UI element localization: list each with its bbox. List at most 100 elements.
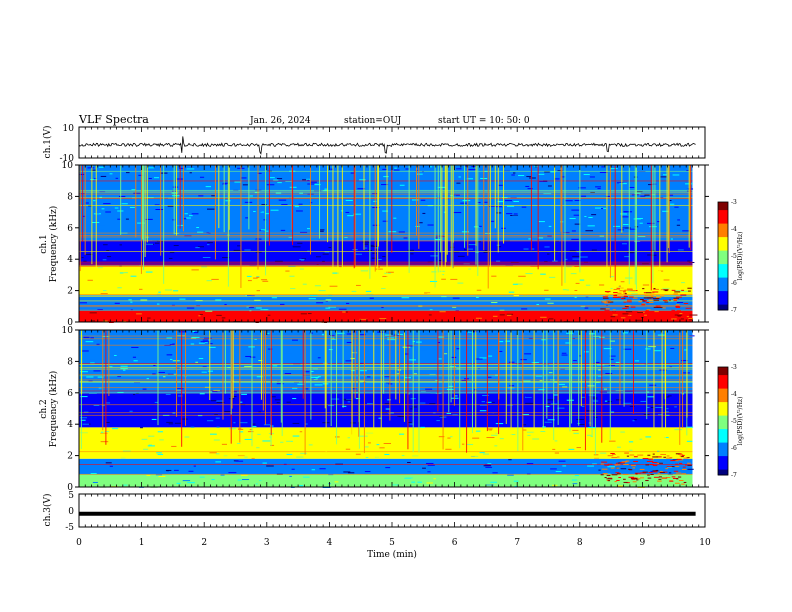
spectrogram-speckle bbox=[322, 253, 329, 255]
spectrogram-speckle bbox=[253, 277, 258, 279]
spectrogram-speckle bbox=[208, 346, 216, 348]
spectrogram-speckle bbox=[215, 359, 218, 361]
spectrogram-speckle bbox=[548, 274, 552, 276]
spectrogram-line bbox=[79, 414, 693, 416]
spectrogram-speckle bbox=[212, 341, 217, 343]
spectrogram-speckle bbox=[642, 288, 645, 290]
colorbar-swatch bbox=[718, 280, 728, 284]
spectrogram-speckle bbox=[642, 458, 649, 460]
spectrogram-sferic bbox=[281, 330, 283, 436]
spectrogram-speckle bbox=[458, 176, 461, 178]
spectrogram-speckle bbox=[173, 245, 179, 247]
spectrogram-speckle bbox=[679, 311, 684, 313]
spectrogram-speckle bbox=[499, 341, 504, 343]
spectrogram-speckle bbox=[325, 299, 332, 301]
spectrogram-speckle bbox=[544, 421, 552, 423]
spectrogram-speckle bbox=[472, 423, 475, 425]
spectrogram-speckle bbox=[490, 165, 497, 167]
spectrogram-sferic bbox=[232, 330, 234, 398]
spectrogram-speckle bbox=[253, 239, 256, 241]
spectrogram-sferic bbox=[453, 330, 455, 406]
spectrogram-sferic bbox=[661, 330, 663, 441]
spectrogram-speckle bbox=[302, 283, 307, 285]
spectrogram-sferic bbox=[82, 165, 84, 242]
spectrogram-speckle bbox=[557, 407, 565, 409]
spectrogram-speckle bbox=[262, 419, 270, 421]
spectrogram-speckle bbox=[123, 484, 128, 486]
spectrogram-speckle bbox=[528, 398, 532, 400]
ytick-label: 10 bbox=[62, 326, 74, 336]
spectrogram-speckle bbox=[353, 351, 360, 353]
spectrogram-speckle bbox=[599, 235, 605, 237]
spectrogram-speckle bbox=[613, 225, 621, 227]
spectrogram-speckle bbox=[674, 206, 679, 208]
colorbar-swatch bbox=[718, 220, 728, 225]
spectrogram-speckle bbox=[92, 443, 101, 445]
spectrogram-speckle bbox=[569, 250, 576, 252]
spectrogram-speckle bbox=[450, 436, 453, 438]
colorbar-swatch bbox=[718, 288, 728, 292]
spectrogram-sferic bbox=[332, 165, 334, 273]
spectrogram-speckle bbox=[525, 402, 534, 404]
spectrogram-line bbox=[79, 364, 693, 365]
spectrogram-speckle bbox=[643, 292, 647, 294]
spectrogram-speckle bbox=[488, 355, 493, 357]
spectrogram-speckle bbox=[355, 453, 361, 455]
spectrogram-speckle bbox=[185, 173, 189, 175]
spectrogram-speckle bbox=[562, 289, 567, 291]
colorbar-swatch bbox=[718, 391, 728, 395]
spectrogram-speckle bbox=[442, 431, 447, 433]
spectrogram-speckle bbox=[522, 380, 531, 382]
spectrogram-speckle bbox=[483, 201, 488, 203]
spectrogram-speckle bbox=[199, 313, 203, 315]
spectrogram-speckle bbox=[294, 206, 299, 208]
spectrogram-speckle bbox=[678, 453, 682, 455]
spectrogram-line bbox=[79, 375, 693, 377]
colorbar-swatch bbox=[718, 380, 728, 384]
spectrogram-speckle bbox=[512, 283, 518, 285]
colorbar-swatch bbox=[718, 466, 728, 471]
spectrogram-speckle bbox=[537, 237, 544, 239]
spectrogram-speckle bbox=[429, 272, 435, 274]
spectrogram-speckle bbox=[518, 275, 526, 277]
spectrogram-speckle bbox=[615, 194, 621, 196]
spectrogram-speckle bbox=[386, 254, 392, 256]
spectrogram-speckle bbox=[526, 431, 535, 433]
spectrogram-speckle bbox=[496, 212, 502, 214]
spectrogram-speckle bbox=[521, 308, 528, 310]
spectrogram-speckle bbox=[192, 278, 201, 280]
spectrogram-speckle bbox=[480, 404, 488, 406]
spectrogram-speckle bbox=[467, 248, 474, 250]
colorbar-tick-label: -4 bbox=[731, 391, 737, 398]
spectrogram-speckle bbox=[112, 229, 120, 231]
spectrogram-sferic bbox=[554, 165, 556, 261]
spectrogram-speckle bbox=[547, 253, 550, 255]
spectrogram-speckle bbox=[261, 456, 264, 458]
spectrogram-speckle bbox=[233, 249, 241, 251]
colorbar-swatch bbox=[718, 418, 728, 422]
colorbar-swatch bbox=[718, 442, 728, 446]
spectrogram-line bbox=[79, 382, 693, 383]
spectrogram-sferic bbox=[464, 165, 466, 248]
spectrogram-speckle bbox=[576, 304, 580, 306]
spectrogram-speckle bbox=[514, 278, 520, 280]
spectrogram-speckle bbox=[512, 215, 519, 217]
spectrogram-speckle bbox=[360, 270, 369, 272]
spectrogram-speckle bbox=[688, 318, 694, 320]
spectrogram-speckle bbox=[179, 340, 186, 342]
spectrogram-speckle bbox=[445, 448, 452, 450]
spectrogram-speckle bbox=[323, 470, 326, 472]
spectrogram-speckle bbox=[446, 412, 452, 414]
spectrogram-speckle bbox=[364, 247, 368, 249]
spectrogram-speckle bbox=[299, 192, 304, 194]
spectrogram-speckle bbox=[158, 291, 161, 293]
spectrogram-speckle bbox=[302, 374, 311, 376]
spectrogram-speckle bbox=[332, 272, 339, 274]
spectrogram-speckle bbox=[164, 289, 173, 291]
spectrogram-speckle bbox=[612, 453, 616, 455]
spectrogram-speckle bbox=[449, 366, 456, 368]
spectrogram-speckle bbox=[113, 343, 122, 345]
spectrogram-speckle bbox=[629, 449, 633, 451]
spectrogram-speckle bbox=[616, 467, 620, 469]
spectrogram-speckle bbox=[677, 314, 683, 316]
